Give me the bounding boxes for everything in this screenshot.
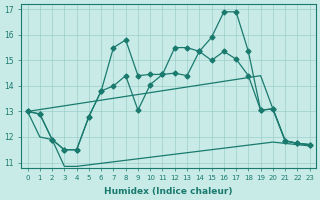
X-axis label: Humidex (Indice chaleur): Humidex (Indice chaleur) bbox=[104, 187, 233, 196]
